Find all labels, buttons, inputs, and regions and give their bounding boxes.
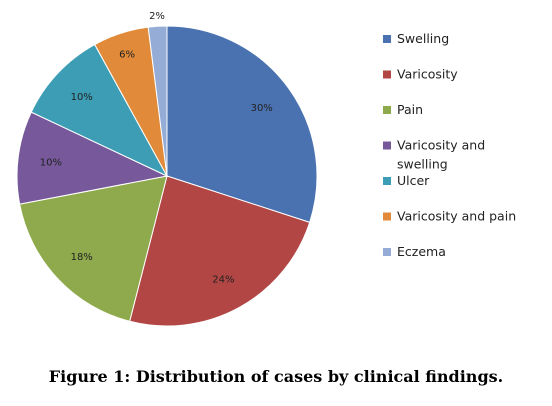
slice-varicosity — [129, 175, 311, 327]
legend-item-ulcer: Ulcer — [383, 173, 430, 188]
data-label-varicosity-and-swelling: 10% — [40, 157, 62, 168]
legend-swatch — [383, 177, 391, 185]
legend-swatch — [383, 212, 391, 221]
legend-item-varicosity: Varicosity — [383, 67, 458, 82]
legend-label: Ulcer — [397, 173, 430, 188]
data-label-swelling: 30% — [251, 103, 273, 114]
slice-pain — [19, 175, 168, 322]
data-label-varicosity-and-pain: 6% — [119, 49, 135, 60]
legend-swatch — [383, 248, 391, 256]
legend-label: Varicosity and pain — [397, 209, 516, 224]
legend-label: Eczema — [397, 244, 446, 259]
chart-legend: Swelling Varicosity Pain Varicosity and swel… — [383, 31, 516, 259]
slice-varicosity-and-swelling — [16, 111, 169, 205]
legend-swatch — [383, 35, 391, 43]
data-label-pain: 18% — [71, 252, 93, 263]
legend-item-eczema: Eczema — [383, 244, 446, 259]
legend-label: Varicosity and swelling — [397, 138, 485, 172]
figure-caption: Figure 1: Distribution of cases by clini… — [48, 367, 504, 386]
data-label-ulcer: 10% — [71, 92, 93, 103]
legend-label: Pain — [397, 102, 423, 117]
legend-label: Varicosity — [397, 67, 458, 82]
legend-item-swelling: Swelling — [383, 31, 449, 46]
slice-ulcer — [30, 43, 169, 178]
pie-data-labels: 30% 24% 18% 10% 10% 6% 2% — [40, 11, 273, 286]
legend-swatch — [383, 141, 391, 150]
legend-swatch — [383, 70, 391, 79]
slice-eczema — [147, 25, 168, 177]
data-label-varicosity: 24% — [212, 275, 234, 286]
legend-swatch — [383, 106, 391, 114]
legend-item-varicosity-and-pain: Varicosity and pain — [383, 209, 516, 224]
pie-chart: 30% 24% 18% 10% 10% 6% 2% Swelling Varicosity Pa… — [16, 11, 516, 327]
pie-slices — [16, 25, 318, 327]
legend-item-pain: Pain — [383, 102, 423, 117]
legend-label: Swelling — [397, 31, 449, 46]
slice-swelling — [166, 25, 318, 223]
data-label-eczema: 2% — [149, 11, 165, 22]
legend-item-varicosity-and-swelling: Varicosity and swelling — [383, 138, 485, 172]
